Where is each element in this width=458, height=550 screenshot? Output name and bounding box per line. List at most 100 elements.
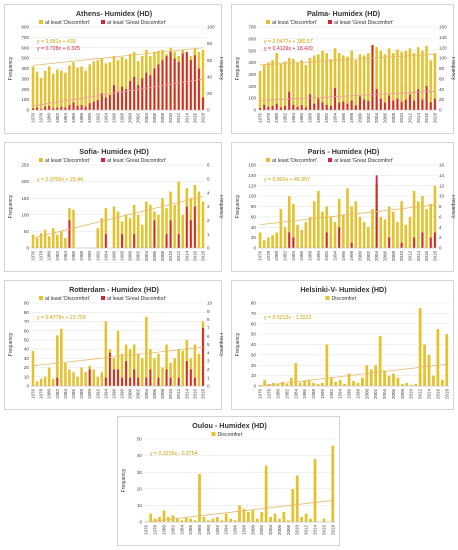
y-tick-label: 700 [248,25,256,30]
bar-discomfort [132,204,136,248]
bar-great-discomfort [388,95,391,110]
bar-discomfort [445,334,449,387]
bar-great-discomfort [68,220,71,248]
x-tick-label: 2010 [399,113,404,124]
legend-label: at least 'Discomfort' [45,20,90,26]
bar-discomfort [338,379,342,386]
y-axis-label: Frequency [8,332,14,356]
bar-discomfort [43,229,47,248]
bar-great-discomfort [433,232,436,248]
bar-discomfort [383,54,387,110]
chart-title: Sofia- Humidex (HD) [79,147,149,156]
bar-discomfort [60,70,63,110]
bar-discomfort [263,379,267,386]
x-tick-label: 1980 [47,389,52,400]
bar-discomfort [400,201,403,248]
bar-discomfort [35,381,39,386]
y2-tick-label: 0 [207,246,210,251]
bar-great-discomfort [292,237,295,249]
bar-discomfort [300,60,303,110]
bar-discomfort [287,57,291,110]
bar-discomfort [220,520,224,522]
bar-discomfort [136,353,140,386]
bar-discomfort [247,512,250,522]
bar-discomfort [64,238,67,248]
x-tick-label: 1986 [299,113,304,124]
bar-discomfort [337,198,341,248]
x-tick-label: 1980 [47,251,52,262]
x-tick-label: 1998 [120,389,125,400]
bar-discomfort [175,518,179,522]
x-tick-label: 2016 [192,389,197,400]
trend-equation: y = 2.0477x + 380.57 [264,39,313,45]
trend-equation: y = 3.951x + 439 [37,39,76,45]
x-tick-label: 2012 [304,525,309,536]
y-tick-label: 40 [251,225,257,230]
y-tick-label: 100 [21,97,29,102]
y2-tick-label: 20 [207,91,213,96]
bar-discomfort [350,206,353,248]
x-tick-label: 2018 [200,389,205,400]
y2-axis-label: Frequency [218,333,223,357]
chart-title: Helsinki-V- Humidex (HD) [300,285,387,294]
bar-discomfort [96,228,100,248]
bar-discomfort [158,517,161,522]
trendline-discomfort [260,53,435,66]
bar-great-discomfort [346,103,349,110]
bar-discomfort [429,60,433,110]
x-tick-label: 2010 [295,525,300,536]
bar-discomfort [198,473,201,522]
y2-tick-label: 0 [439,246,442,251]
bar-discomfort [432,375,435,387]
y-axis-label: Frequency [235,56,241,80]
y-tick-label: 100 [248,96,256,101]
x-tick-label: 2008 [391,251,396,262]
x-tick-label: 2008 [160,389,165,400]
bar-discomfort [276,383,280,386]
x-tick-label: 2008 [391,113,396,124]
y-tick-label: 70 [24,319,30,324]
bar-great-discomfort [267,106,270,110]
y2-tick-label: 0 [439,108,442,113]
bar-great-discomfort [129,377,132,386]
y-tick-label: 20 [251,363,257,368]
bar-great-discomfort [60,106,63,110]
bar-discomfort [120,57,124,110]
x-tick-label: 1994 [338,389,343,400]
bar-discomfort [283,61,287,110]
bar-discomfort [379,216,383,249]
x-tick-label: 1988 [197,525,202,536]
bar-great-discomfort [145,72,148,110]
bar-discomfort [84,372,87,386]
bar-discomfort [404,50,408,110]
trendline-great-discomfort [260,90,435,102]
bar-great-discomfort [56,377,59,386]
trendline-discomfort [146,500,333,523]
y-tick-label: 100 [21,212,29,217]
bar-great-discomfort [117,91,119,110]
bar-discomfort [169,191,172,248]
bar-discomfort [317,54,320,110]
bar-discomfort [96,60,100,110]
bar-discomfort [412,53,416,110]
y2-tick-label: 4 [439,225,442,230]
x-tick-label: 2002 [136,113,141,124]
bar-great-discomfort [165,56,168,110]
x-tick-label: 2004 [374,251,379,262]
bar-discomfort [43,70,47,110]
bar-discomfort [262,240,266,248]
bar-great-discomfort [334,88,336,110]
x-tick-label: 1986 [299,251,304,262]
x-tick-label: 2000 [357,251,362,262]
y2-tick-label: 80 [439,66,445,71]
bar-discomfort [275,232,279,248]
bar-discomfort [68,369,71,386]
y2-tick-label: 3 [207,359,210,364]
x-tick-label: 2010 [399,251,404,262]
bar-great-discomfort [263,104,266,110]
bar-discomfort [112,206,116,248]
x-tick-label: 2000 [128,251,133,262]
legend-swatch [39,158,43,162]
x-tick-label: 1994 [103,389,108,400]
x-tick-label: 2018 [200,113,205,124]
